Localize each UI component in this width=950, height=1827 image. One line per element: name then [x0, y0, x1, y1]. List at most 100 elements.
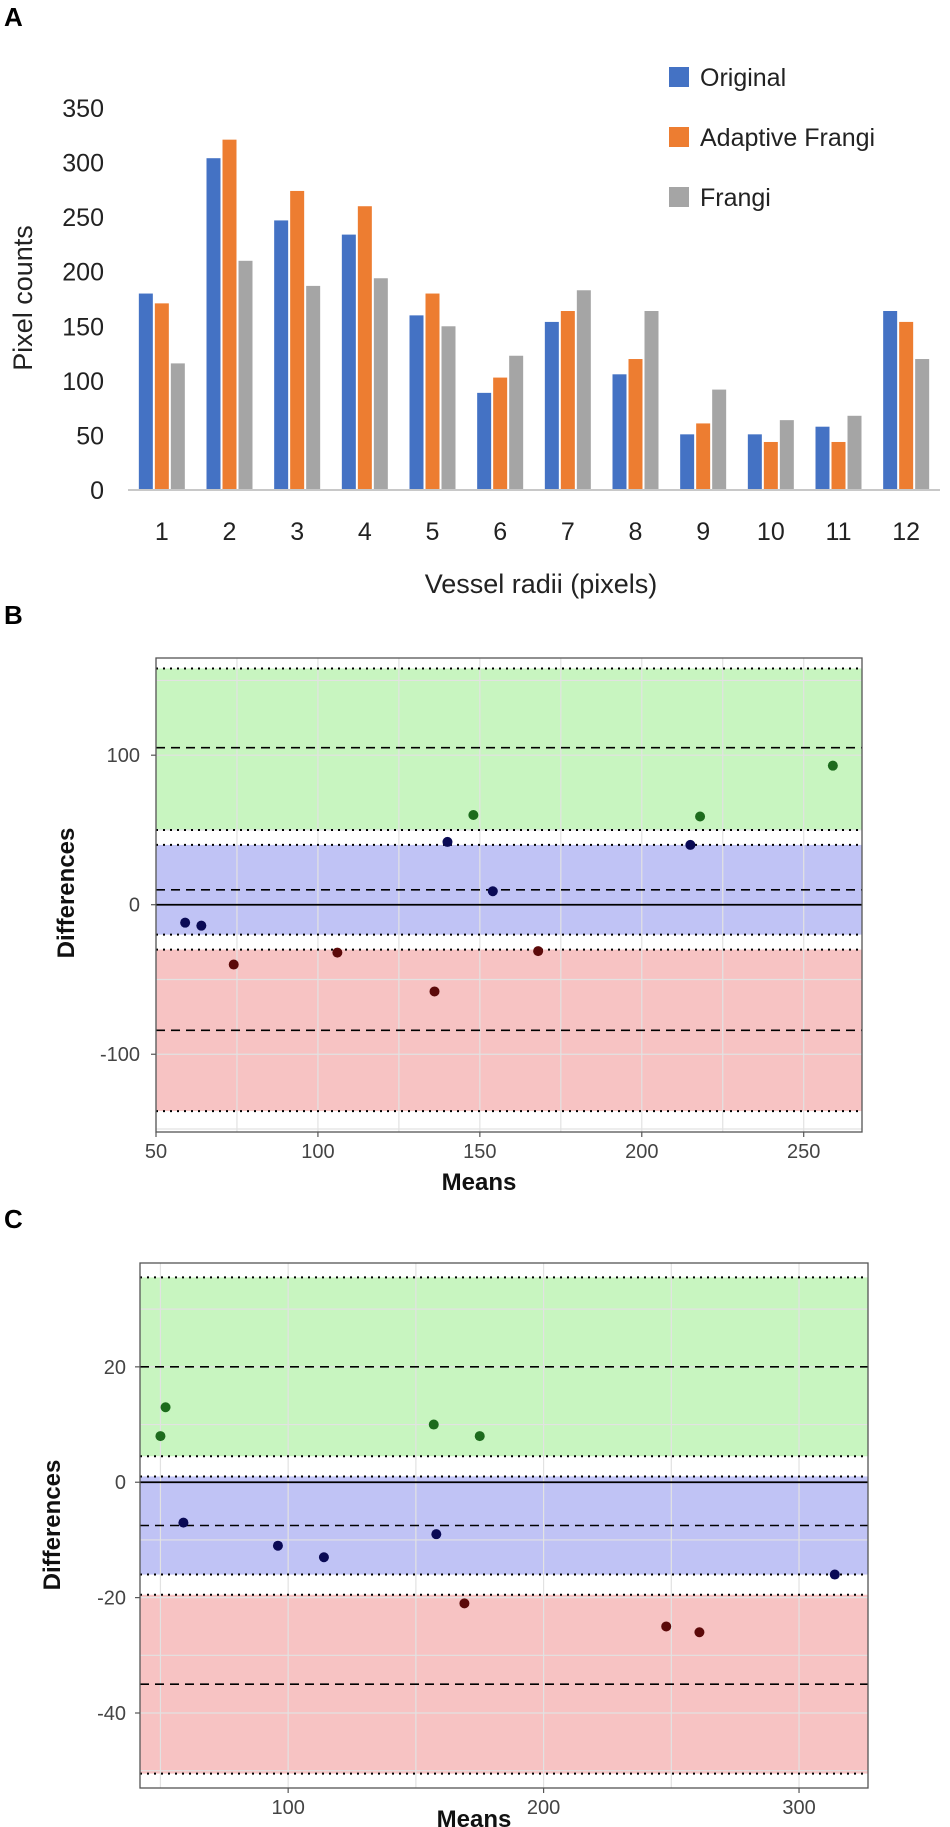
bar-frangi	[306, 285, 321, 490]
point-middle	[180, 917, 191, 928]
bar-original	[206, 158, 221, 490]
x-tick-label: 100	[301, 1141, 334, 1163]
x-tick-label: 5	[426, 518, 440, 546]
point-lower	[661, 1621, 672, 1632]
y-tick-label: -20	[97, 1588, 126, 1610]
bar-original	[477, 392, 492, 490]
bar-frangi	[847, 415, 862, 490]
legend-swatch	[669, 127, 689, 147]
y-tick-label: 350	[62, 95, 104, 123]
legend-label: Frangi	[700, 184, 771, 212]
x-tick-label: 150	[463, 1141, 496, 1163]
y-tick-label: 250	[62, 204, 104, 232]
bar-frangi	[779, 420, 794, 490]
x-tick-label: 12	[892, 518, 920, 546]
bar-adaptive-frangi	[560, 311, 575, 490]
bar-frangi	[441, 326, 456, 490]
y-tick-label: 200	[62, 259, 104, 287]
point-middle	[178, 1517, 189, 1528]
bar-original	[815, 426, 830, 490]
bar-adaptive-frangi	[357, 206, 372, 490]
point-upper	[827, 760, 838, 771]
bar-frangi	[712, 389, 727, 490]
y-tick-label: 0	[115, 1472, 126, 1494]
bar-frangi	[576, 290, 591, 490]
point-upper	[474, 1431, 485, 1442]
x-tick-label: 4	[358, 518, 372, 546]
x-tick-label: 200	[625, 1141, 658, 1163]
bar-original	[138, 293, 153, 490]
point-lower	[533, 946, 544, 957]
bar-chart-a: Pixel counts Vessel radii (pixels) 0 50 10…	[8, 64, 940, 599]
point-upper	[160, 1402, 171, 1413]
x-tick-label: 10	[757, 518, 785, 546]
legend-label: Adaptive Frangi	[700, 124, 875, 152]
bar-frangi	[915, 359, 930, 490]
bar-original	[409, 315, 424, 490]
point-lower	[429, 986, 440, 997]
y-axis-label: Differences	[39, 1460, 66, 1591]
point-upper	[468, 810, 479, 821]
point-lower	[694, 1627, 705, 1638]
legend: Original Adaptive Frangi Frangi	[669, 64, 875, 212]
legend-swatch	[669, 187, 689, 207]
y-axis-label: Differences	[53, 828, 80, 959]
bar-frangi	[373, 278, 388, 490]
x-tick-label: 6	[493, 518, 507, 546]
bar-original	[883, 311, 898, 490]
x-axis-label: Vessel radii (pixels)	[425, 569, 658, 599]
point-lower	[228, 959, 239, 970]
y-tick-label: 150	[62, 313, 104, 341]
y-tick-label: 0	[90, 477, 104, 505]
bar-frangi	[238, 260, 253, 490]
panel-letter-a: A	[4, 2, 23, 32]
bar-original	[612, 374, 627, 490]
plot-frame	[139, 1262, 869, 1789]
y-tick-label: 0	[129, 895, 140, 917]
bar-adaptive-frangi	[831, 441, 846, 490]
y-tick-label: -40	[97, 1703, 126, 1725]
panel-letter-c: C	[4, 1204, 23, 1234]
point-middle	[196, 920, 207, 931]
bar-frangi	[509, 355, 524, 490]
y-tick-label: 300	[62, 150, 104, 178]
x-axis-label: Means	[442, 1169, 517, 1196]
bar-adaptive-frangi	[899, 321, 914, 490]
y-tick-label: 50	[76, 422, 104, 450]
legend-label: Original	[700, 64, 786, 92]
y-tick-label: -100	[100, 1044, 140, 1066]
bland-altman-c: 100 200 300 -40 -20 0 20 Means Differences	[39, 1262, 869, 1827]
x-tick-label: 50	[145, 1141, 167, 1163]
point-middle	[487, 886, 498, 897]
point-upper	[428, 1419, 439, 1430]
x-tick-label: 250	[787, 1141, 820, 1163]
bar-original	[680, 434, 695, 490]
bar-original	[544, 321, 559, 490]
x-tick-label: 2	[223, 518, 237, 546]
point-lower	[459, 1598, 470, 1609]
point-middle	[442, 836, 453, 847]
bland-altman-b: 50 100 150 200 250 -100 0 100 Means Differences	[53, 657, 863, 1196]
bar-adaptive-frangi	[628, 359, 643, 490]
bar-adaptive-frangi	[290, 190, 305, 490]
bar-original	[747, 434, 762, 490]
bar-adaptive-frangi	[425, 293, 440, 490]
band-upper	[156, 668, 862, 830]
x-tick-label: 100	[271, 1797, 304, 1819]
x-tick-label: 11	[826, 518, 852, 546]
panel-letter-b: B	[4, 600, 23, 630]
point-lower	[332, 947, 343, 958]
bar-adaptive-frangi	[763, 441, 778, 490]
legend-swatch	[669, 67, 689, 87]
x-tick-label: 9	[696, 518, 710, 546]
x-tick-label: 300	[782, 1797, 815, 1819]
point-middle	[685, 839, 696, 850]
point-middle	[272, 1540, 283, 1551]
point-middle	[431, 1529, 442, 1540]
x-tick-label: 200	[527, 1797, 560, 1819]
x-tick-label: 1	[155, 518, 169, 546]
bar-original	[274, 220, 289, 490]
plot-frame	[155, 657, 863, 1133]
x-tick-label: 7	[561, 518, 575, 546]
